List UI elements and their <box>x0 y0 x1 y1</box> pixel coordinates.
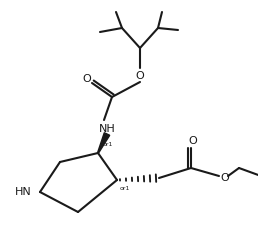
Text: HN: HN <box>15 187 32 197</box>
Text: NH: NH <box>99 124 115 134</box>
Text: O: O <box>136 71 144 81</box>
Text: O: O <box>83 74 91 84</box>
Text: or1: or1 <box>103 143 113 148</box>
Text: O: O <box>189 136 197 146</box>
Text: O: O <box>221 173 229 183</box>
Polygon shape <box>98 133 110 153</box>
Text: or1: or1 <box>120 187 130 191</box>
